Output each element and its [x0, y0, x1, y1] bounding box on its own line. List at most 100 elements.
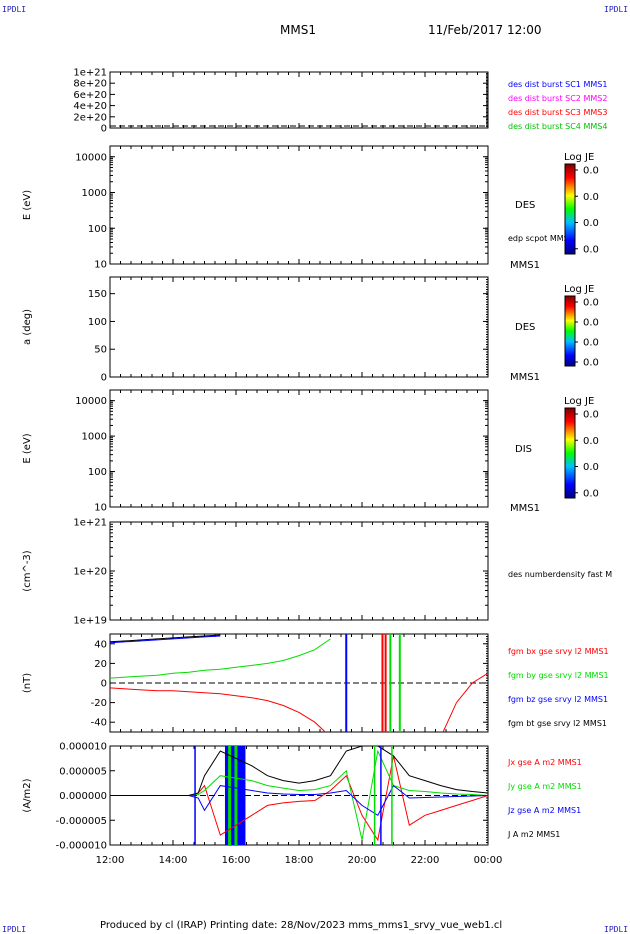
x-tick-label: 00:00	[474, 855, 503, 866]
dense-band	[228, 746, 232, 845]
y-tick-label: 50	[94, 345, 107, 356]
y-tick-label: 0.000010	[59, 742, 107, 753]
y-tick-label: 8e+20	[73, 79, 107, 90]
panel-side-label: MMS1	[510, 372, 540, 383]
legend-entry: des dist burst SC3 MMS3	[508, 108, 607, 117]
legend-entry: fgm bx gse srvy l2 MMS1	[508, 647, 609, 656]
panel-side-label: MMS1	[510, 503, 540, 514]
x-tick-label: 18:00	[285, 855, 314, 866]
legend-entry: J A m2 MMS1	[507, 830, 560, 839]
y-tick-label: 4e+20	[73, 101, 107, 112]
y-tick-label: 100	[88, 467, 107, 478]
colorbar-value: 0.0	[583, 166, 599, 177]
logo-top-right: IPDLI	[604, 5, 628, 14]
colorbar-value: 0.0	[583, 436, 599, 447]
colorbar-value: 0.0	[583, 338, 599, 349]
colorbar	[564, 295, 576, 367]
legend-entry: Jx gse A m2 MMS1	[507, 758, 582, 767]
y-tick-label: 100	[88, 317, 107, 328]
colorbar-value: 0.0	[583, 318, 599, 329]
colorbar-value: 0.0	[583, 192, 599, 203]
y-tick-label: 150	[88, 289, 107, 300]
y-tick-label: -0.000005	[56, 816, 107, 827]
legend-entry: fgm bz gse srvy l2 MMS1	[508, 695, 608, 704]
legend-entry: fgm bt gse srvy l2 MMS1	[508, 719, 607, 728]
y-tick-label: 2e+20	[73, 112, 107, 123]
colorbar-value: 0.0	[583, 488, 599, 499]
panel-frame	[109, 276, 489, 378]
panel-side-label: DES	[515, 200, 535, 211]
y-tick-label: 1e+20	[73, 567, 107, 578]
y-tick-label: 0.000005	[59, 766, 107, 777]
y-tick-label: 1e+21	[73, 518, 107, 529]
y-tick-label: 10	[94, 260, 107, 271]
series-line	[110, 638, 331, 679]
panel-side-label: edp scpot MMS1	[508, 234, 574, 243]
y-axis-label: E (eV)	[22, 433, 33, 463]
colorbar-title: Log JE	[564, 152, 594, 163]
y-tick-label: 0	[101, 124, 107, 135]
y-tick-label: 20	[94, 659, 107, 670]
logo-top-left: IPDLI	[2, 5, 26, 14]
panels: 02e+204e+206e+208e+201e+2110100100010000…	[22, 68, 612, 867]
legend-entry: des dist burst SC1 MMS1	[508, 80, 607, 89]
y-axis-label: (A/m2)	[22, 778, 33, 812]
panel-side-label: DES	[515, 322, 535, 333]
logo-bottom-left: IPDLI	[2, 925, 26, 934]
x-tick-label: 12:00	[96, 855, 125, 866]
colorbar-value: 0.0	[583, 358, 599, 369]
x-tick-label: 16:00	[222, 855, 251, 866]
colorbar-value: 0.0	[583, 410, 599, 421]
colorbar-title: Log JE	[564, 284, 594, 295]
series-line	[110, 634, 221, 643]
panel-side-label: MMS1	[510, 260, 540, 271]
y-tick-label: 1000	[82, 432, 107, 443]
y-tick-label: -20	[91, 698, 107, 709]
dense-band	[234, 746, 238, 845]
y-axis-label: E (eV)	[22, 190, 33, 220]
legend-entry: Jz gse A m2 MMS1	[507, 806, 581, 815]
legend-entry: des dist burst SC2 MMS2	[508, 94, 607, 103]
plot-datetime: 11/Feb/2017 12:00	[428, 23, 542, 37]
colorbar-value: 0.0	[583, 218, 599, 229]
y-tick-label: 40	[94, 639, 107, 650]
legend-entry: Jy gse A m2 MMS1	[507, 782, 582, 791]
x-tick-label: 14:00	[159, 855, 188, 866]
y-axis-label: (cm^-3)	[22, 550, 33, 591]
y-tick-label: 1e+19	[73, 616, 107, 627]
series-line	[110, 635, 221, 644]
x-tick-label: 20:00	[348, 855, 377, 866]
legend-entry: fgm by gse srvy l2 MMS1	[508, 671, 609, 680]
legend-entry: des dist burst SC4 MMS4	[508, 122, 607, 131]
x-tick-label: 22:00	[411, 855, 440, 866]
footer-text: Produced by cl (IRAP) Printing date: 28/…	[100, 920, 502, 931]
panel-side-label: DIS	[515, 444, 532, 455]
colorbar	[564, 407, 576, 499]
y-tick-label: 1e+21	[73, 68, 107, 79]
colorbar-title: Log JE	[564, 396, 594, 407]
y-tick-label: 10000	[75, 152, 107, 163]
y-tick-label: 0.000000	[59, 791, 107, 802]
y-axis-label: (nT)	[22, 673, 33, 693]
panel-frame	[109, 145, 489, 265]
y-tick-label: -0.000010	[56, 841, 107, 852]
y-tick-label: 1000	[82, 188, 107, 199]
y-tick-label: 10000	[75, 396, 107, 407]
series-line	[110, 746, 488, 796]
y-axis-label: a (deg)	[22, 309, 33, 345]
y-tick-label: 6e+20	[73, 90, 107, 101]
y-tick-label: -40	[91, 718, 107, 729]
plot-title: MMS1	[280, 23, 316, 37]
y-tick-label: 0	[101, 373, 107, 384]
y-tick-label: 100	[88, 224, 107, 235]
logo-bottom-right: IPDLI	[604, 925, 628, 934]
series-line	[110, 755, 488, 842]
series-line	[110, 672, 488, 732]
panel-frame	[109, 71, 489, 129]
colorbar	[564, 163, 576, 255]
colorbar-value: 0.0	[583, 462, 599, 473]
y-tick-label: 10	[94, 503, 107, 514]
panel-side-label: des numberdensity fast M	[508, 570, 612, 579]
colorbar-value: 0.0	[583, 244, 599, 255]
